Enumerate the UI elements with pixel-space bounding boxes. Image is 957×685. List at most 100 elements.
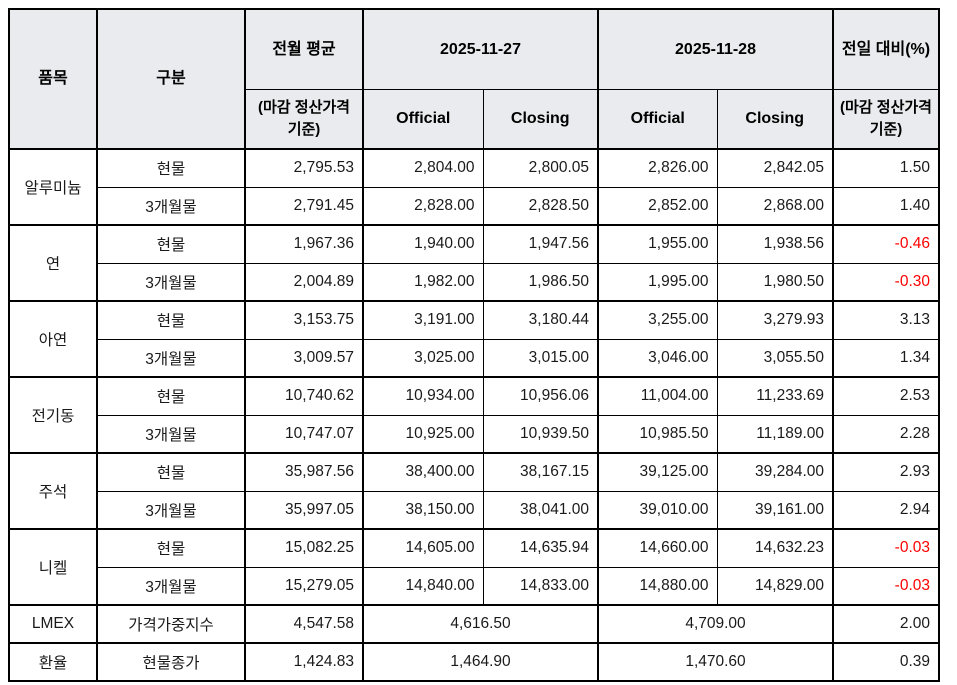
change-cell: 0.39 [832, 642, 940, 682]
item-cell: 전기동 [8, 376, 98, 454]
official-cell: 39,010.00 [597, 490, 718, 530]
official-cell: 1,995.00 [597, 262, 718, 302]
closing-cell: 14,833.00 [482, 566, 599, 606]
item-cell: 연 [8, 224, 98, 302]
official-cell: 1,982.00 [362, 262, 484, 302]
closing-cell: 1,980.50 [716, 262, 834, 302]
official-cell: 10,925.00 [362, 414, 484, 454]
closing-cell: 2,842.05 [716, 148, 834, 188]
header-row-2: (마감 정산가격 기준) Official Closing Official C… [9, 88, 940, 150]
closing-cell: 38,041.00 [482, 490, 599, 530]
closing-cell: 3,180.44 [482, 300, 599, 340]
closing-cell: 38,167.15 [482, 452, 599, 492]
closing-cell: 3,015.00 [482, 338, 599, 378]
change-cell: 2.28 [832, 414, 940, 454]
prev-avg-cell: 35,997.05 [244, 490, 364, 530]
closing-cell: 2,868.00 [716, 186, 834, 226]
official-cell: 14,840.00 [362, 566, 484, 606]
official-cell: 14,880.00 [597, 566, 718, 606]
table-row: 니켈 현물 15,082.25 14,605.00 14,635.94 14,6… [8, 528, 940, 606]
item-cell: 니켈 [8, 528, 98, 606]
official-cell: 10,985.50 [597, 414, 718, 454]
header-official-date1: Official [362, 88, 484, 150]
closing-cell: 14,635.94 [482, 528, 599, 568]
item-cell: 알루미늄 [8, 148, 98, 226]
prev-avg-cell: 2,004.89 [244, 262, 364, 302]
closing-cell: 11,233.69 [716, 376, 834, 416]
change-cell: 1.40 [832, 186, 940, 226]
closing-cell: 1,947.56 [482, 224, 599, 264]
table-row: 3개월물 10,747.07 10,925.00 10,939.50 10,98… [9, 414, 940, 454]
category-cell: 현물 [96, 300, 246, 340]
table-row: 전기동 현물 10,740.62 10,934.00 10,956.06 11,… [8, 376, 940, 454]
prev-avg-cell: 3,009.57 [244, 338, 364, 378]
item-cell: LMEX [8, 604, 98, 644]
date2-merged-cell: 4,709.00 [597, 604, 834, 644]
table-row: 아연 현물 3,153.75 3,191.00 3,180.44 3,255.0… [8, 300, 940, 378]
header-change-title: 전일 대비(%) [832, 8, 940, 90]
header-closing-date2: Closing [716, 88, 834, 150]
header-official-date2: Official [597, 88, 718, 150]
table-row: 3개월물 2,004.89 1,982.00 1,986.50 1,995.00… [9, 262, 940, 302]
official-cell: 3,255.00 [597, 300, 718, 340]
prev-avg-cell: 1,424.83 [244, 642, 364, 682]
prev-avg-cell: 1,967.36 [244, 224, 364, 264]
prev-avg-cell: 10,740.62 [244, 376, 364, 416]
closing-cell: 39,161.00 [716, 490, 834, 530]
header-prev-avg-note: (마감 정산가격 기준) [244, 88, 364, 150]
prev-avg-cell: 35,987.56 [244, 452, 364, 492]
table-row: 연 현물 1,967.36 1,940.00 1,947.56 1,955.00… [8, 224, 940, 302]
header-date-2: 2025-11-28 [597, 8, 834, 90]
header-date-1: 2025-11-27 [362, 8, 599, 90]
date2-merged-cell: 1,470.60 [597, 642, 834, 682]
prev-avg-cell: 15,082.25 [244, 528, 364, 568]
closing-cell: 1,938.56 [716, 224, 834, 264]
official-cell: 3,191.00 [362, 300, 484, 340]
change-cell: -0.30 [832, 262, 940, 302]
official-cell: 1,940.00 [362, 224, 484, 264]
item-cell: 주석 [8, 452, 98, 530]
official-cell: 2,826.00 [597, 148, 718, 188]
category-cell: 3개월물 [96, 186, 246, 226]
closing-cell: 3,055.50 [716, 338, 834, 378]
change-cell: 1.34 [832, 338, 940, 378]
item-cell: 아연 [8, 300, 98, 378]
table-row: 주석 현물 35,987.56 38,400.00 38,167.15 39,1… [8, 452, 940, 530]
closing-cell: 10,956.06 [482, 376, 599, 416]
table-row: 3개월물 35,997.05 38,150.00 38,041.00 39,01… [9, 490, 940, 530]
official-cell: 39,125.00 [597, 452, 718, 492]
category-cell: 현물 [96, 528, 246, 568]
prev-avg-cell: 2,795.53 [244, 148, 364, 188]
prev-avg-cell: 4,547.58 [244, 604, 364, 644]
closing-cell: 1,986.50 [482, 262, 599, 302]
official-cell: 1,955.00 [597, 224, 718, 264]
closing-cell: 14,632.23 [716, 528, 834, 568]
closing-cell: 3,279.93 [716, 300, 834, 340]
category-cell: 현물 [96, 376, 246, 416]
category-cell: 현물 [96, 224, 246, 264]
category-cell: 현물 [96, 452, 246, 492]
official-cell: 2,852.00 [597, 186, 718, 226]
header-row-1: 품목 구분 전월 평균 2025-11-27 2025-11-28 전일 대비(… [8, 8, 940, 150]
official-cell: 38,400.00 [362, 452, 484, 492]
prev-avg-cell: 2,791.45 [244, 186, 364, 226]
official-cell: 38,150.00 [362, 490, 484, 530]
category-cell: 현물종가 [96, 642, 246, 682]
official-cell: 10,934.00 [362, 376, 484, 416]
category-cell: 3개월물 [96, 338, 246, 378]
table-row: LMEX 가격가중지수 4,547.58 4,616.50 4,709.00 2… [8, 604, 940, 644]
prev-avg-cell: 10,747.07 [244, 414, 364, 454]
prev-avg-cell: 15,279.05 [244, 566, 364, 606]
change-cell: 2.53 [832, 376, 940, 416]
table-row: 3개월물 2,791.45 2,828.00 2,828.50 2,852.00… [9, 186, 940, 226]
closing-cell: 14,829.00 [716, 566, 834, 606]
closing-cell: 2,828.50 [482, 186, 599, 226]
official-cell: 3,046.00 [597, 338, 718, 378]
change-cell: -0.03 [832, 566, 940, 606]
change-cell: 2.94 [832, 490, 940, 530]
date1-merged-cell: 1,464.90 [362, 642, 599, 682]
official-cell: 14,605.00 [362, 528, 484, 568]
category-cell: 3개월물 [96, 566, 246, 606]
change-cell: 3.13 [832, 300, 940, 340]
